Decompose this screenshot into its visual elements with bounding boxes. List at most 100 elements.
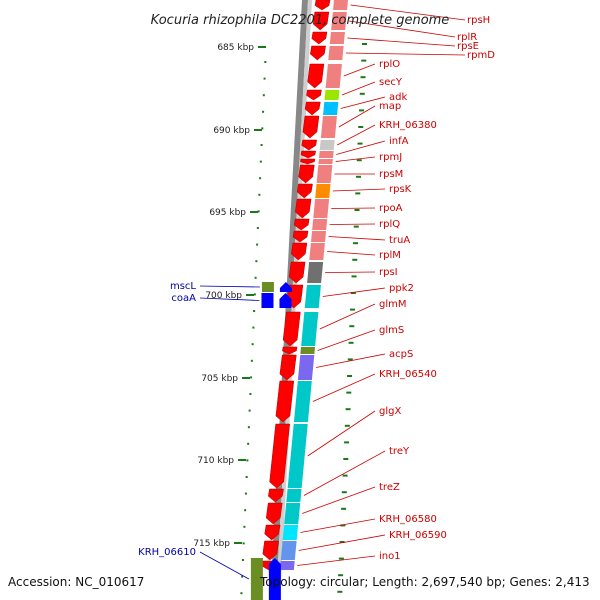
- minor-tick: [352, 258, 358, 261]
- cds-arrow: [279, 354, 297, 381]
- cog-block: [323, 102, 339, 115]
- gene-label: KRH_06610: [138, 547, 196, 558]
- cog-block: [313, 199, 330, 218]
- cds-arrow: [301, 139, 317, 151]
- label-leader: [340, 96, 386, 109]
- scale-tick-label: 705 kbp: [201, 374, 238, 384]
- reverse-cds-arrow: [268, 558, 281, 600]
- label-leaders: [199, 4, 466, 580]
- minor-tick: [343, 458, 349, 460]
- minor-tick: [256, 243, 259, 246]
- gene-label: secY: [379, 77, 403, 88]
- minor-ticks: [240, 43, 367, 595]
- label-leader: [350, 4, 466, 21]
- gene-label: KRH_06380: [379, 120, 437, 131]
- cog-block: [300, 347, 316, 354]
- minor-tick: [361, 59, 367, 62]
- gene-label: rpmJ: [379, 152, 402, 163]
- label-leader: [307, 410, 376, 457]
- scale-tick-label: 700 kbp: [205, 291, 242, 301]
- label-leader: [325, 271, 376, 273]
- cds-arrow: [302, 115, 320, 139]
- gene-label: rplO: [379, 59, 400, 70]
- label-leader: [336, 140, 386, 155]
- minor-tick: [344, 424, 350, 427]
- map-title: Kocuria rhizophila DC2201, complete geno…: [151, 13, 450, 28]
- cds-arrow: [310, 45, 326, 61]
- gene-label: adk: [389, 92, 407, 103]
- minor-tick: [253, 310, 256, 312]
- minor-tick: [247, 442, 250, 445]
- cds-arrow: [275, 380, 295, 423]
- gene-label: rplR: [457, 32, 477, 43]
- reverse-strand-track: [250, 282, 292, 600]
- cds-arrow: [295, 198, 312, 219]
- cog-block: [301, 312, 319, 346]
- gene-label: rpsK: [389, 184, 412, 195]
- cog-block: [311, 231, 327, 242]
- cog-block: [309, 243, 325, 260]
- cog-block: [316, 165, 333, 183]
- label-leader: [341, 81, 376, 96]
- cds-arrow: [300, 158, 316, 165]
- minor-tick: [262, 110, 265, 113]
- gene-label: rpsH: [467, 15, 490, 26]
- cds-arrow: [311, 31, 328, 45]
- minor-tick: [245, 476, 248, 478]
- label-leader: [300, 518, 376, 533]
- gene-label: acpS: [389, 349, 413, 360]
- cog-block: [312, 219, 328, 230]
- minor-tick: [351, 275, 357, 278]
- minor-tick: [250, 376, 253, 379]
- cds-arrow: [262, 540, 279, 561]
- cog-block: [315, 184, 331, 198]
- gene-label: truA: [389, 235, 410, 246]
- scale-tick-label: 695 kbp: [209, 208, 246, 218]
- topology-text: Topology: circular; Length: 2,697,540 bp…: [259, 575, 590, 589]
- label-leader: [331, 207, 376, 209]
- label-leader: [319, 303, 376, 330]
- cog-block: [328, 46, 344, 60]
- minor-tick: [347, 358, 353, 361]
- cds-arrow: [307, 63, 325, 89]
- gene-label: rpmD: [467, 50, 495, 61]
- cds-arrow: [293, 218, 310, 231]
- minor-tick: [240, 592, 243, 595]
- scale-tick-label: 685 kbp: [217, 43, 254, 53]
- minor-tick: [360, 76, 366, 79]
- cds-track: [261, 0, 331, 571]
- label-leader: [345, 52, 466, 56]
- label-leader: [298, 534, 386, 551]
- minor-tick: [356, 175, 362, 178]
- minor-tick: [261, 127, 264, 130]
- minor-tick: [359, 92, 365, 95]
- label-leader: [303, 450, 386, 496]
- gene-label: infA: [389, 136, 409, 147]
- minor-tick: [262, 94, 265, 97]
- label-leader: [297, 555, 376, 566]
- reverse-cog-block: [261, 282, 274, 292]
- minor-tick: [350, 292, 356, 294]
- gene-label: rpsI: [379, 267, 398, 278]
- cds-arrow: [296, 183, 313, 199]
- minor-tick: [346, 391, 352, 394]
- cog-block: [318, 159, 333, 164]
- minor-tick: [354, 209, 360, 211]
- cog-block: [284, 503, 301, 524]
- cds-arrow: [282, 346, 298, 355]
- reverse-cog-block: [250, 558, 263, 600]
- minor-tick: [241, 575, 244, 578]
- cog-block: [286, 489, 302, 502]
- minor-tick: [257, 210, 260, 213]
- minor-tick: [246, 459, 249, 462]
- scale-ticks: 685 kbp 690 kbp 695 kbp 700 kbp 705 kbp 710 k…: [193, 43, 266, 549]
- cds-arrow: [292, 230, 309, 243]
- cds-arrow: [288, 261, 306, 284]
- cds-arrow: [312, 11, 330, 31]
- minor-tick: [256, 227, 259, 229]
- minor-tick: [253, 293, 256, 296]
- minor-tick: [252, 326, 255, 329]
- minor-tick: [251, 343, 254, 346]
- label-leader: [338, 105, 376, 128]
